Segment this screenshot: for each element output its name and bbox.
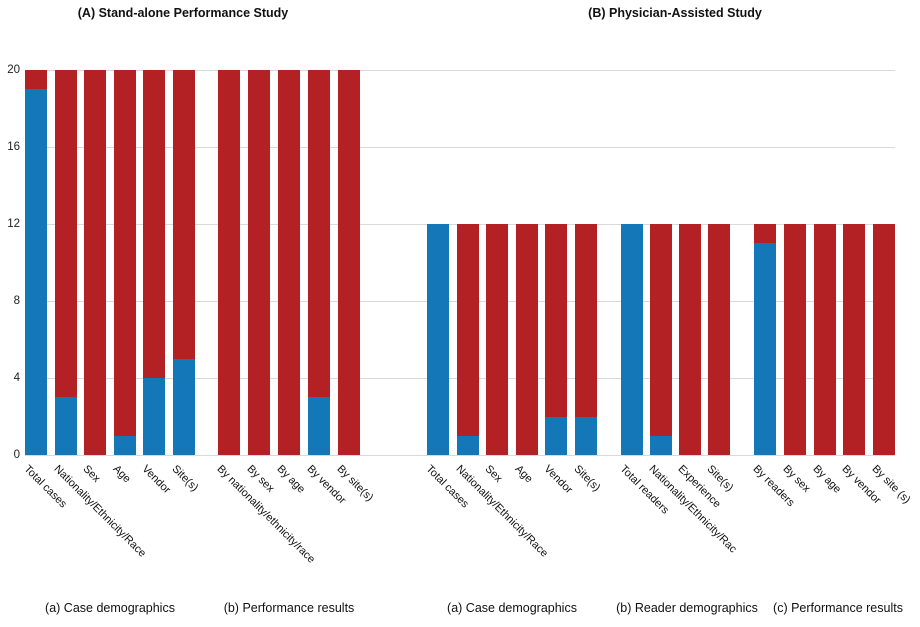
gridline <box>25 147 895 148</box>
bar-segment-red <box>515 224 538 455</box>
y-axis-label: 8 <box>13 295 20 307</box>
bar-segment-blue <box>650 435 672 455</box>
bar-segment-blue <box>113 435 136 455</box>
group-caption: (b) Performance results <box>223 601 355 615</box>
bar-segment-blue <box>173 358 195 455</box>
bar-segment-blue <box>427 224 449 455</box>
panel-a-title: (A) Stand-alone Performance Study <box>77 6 289 20</box>
bar-segment-red <box>143 70 166 378</box>
group-caption: (c) Performance results <box>773 601 903 615</box>
bar-segment-red <box>708 224 730 455</box>
bar-segment-red <box>218 70 240 455</box>
group-caption: (a) Case demographics <box>447 601 577 615</box>
x-axis-label: Vendor <box>541 463 576 497</box>
x-axis-label: Sex <box>482 463 505 485</box>
bar-segment-red <box>679 224 701 455</box>
bar-segment-red <box>84 70 107 455</box>
bar-segment-blue <box>754 243 776 455</box>
bar-segment-red <box>650 224 672 436</box>
group-caption: (a) Case demographics <box>45 601 175 615</box>
bar-segment-red <box>25 70 47 90</box>
x-axis-label: Site(s) <box>571 463 603 494</box>
gridline <box>25 70 895 71</box>
y-axis-label: 0 <box>13 449 20 461</box>
group-caption: (b) Reader demographics <box>616 601 758 615</box>
bar-segment-red <box>338 70 360 455</box>
x-axis-label: Vendor <box>139 463 174 497</box>
panel-b-title: (B) Physician-Assisted Study <box>588 6 762 20</box>
bar-segment-red <box>173 70 195 359</box>
bar-segment-red <box>813 224 836 455</box>
x-axis-label: By age <box>810 463 843 496</box>
x-axis-label: By age <box>274 463 308 496</box>
y-axis-label: 4 <box>13 372 20 384</box>
gridline <box>25 455 895 456</box>
bar-segment-blue <box>575 416 597 455</box>
bar-segment-red <box>783 224 806 455</box>
y-axis-label: 12 <box>7 218 20 230</box>
x-axis-label: Age <box>110 463 133 486</box>
bar-segment-red <box>873 224 895 455</box>
bar-segment-red <box>486 224 509 455</box>
bar-segment-blue <box>545 416 568 455</box>
bar-segment-red <box>113 70 136 436</box>
bar-segment-blue <box>308 397 330 455</box>
y-axis-label: 16 <box>7 141 20 153</box>
bar-segment-red <box>248 70 270 455</box>
bar-segment-red <box>843 224 866 455</box>
bar-segment-red <box>456 224 479 436</box>
bar-segment-blue <box>456 435 479 455</box>
bar-segment-red <box>54 70 77 398</box>
y-axis-label: 20 <box>7 64 20 76</box>
bar-segment-blue <box>143 378 166 455</box>
bar-segment-blue <box>25 89 47 455</box>
bar-segment-red <box>308 70 330 398</box>
x-axis-label: Sex <box>80 463 103 485</box>
bar-segment-red <box>278 70 300 455</box>
bar-segment-blue <box>621 224 643 455</box>
bar-segment-red <box>754 224 776 244</box>
x-axis-label: Site(s) <box>169 463 201 494</box>
bar-segment-red <box>545 224 568 417</box>
bar-segment-red <box>575 224 597 417</box>
x-axis-label: Age <box>512 463 535 486</box>
bar-segment-blue <box>54 397 77 455</box>
